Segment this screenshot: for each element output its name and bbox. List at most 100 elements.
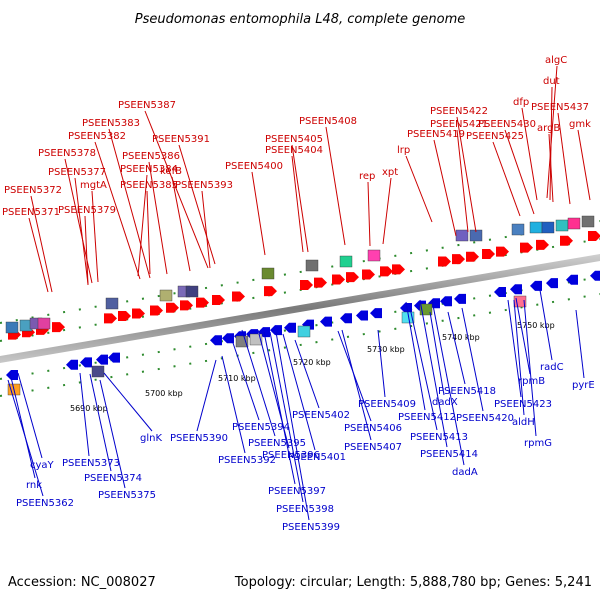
gene-label: PSEEN5430: [478, 119, 536, 130]
gene-arrow-forward: [212, 294, 225, 305]
leader-line: [7, 379, 44, 497]
leader-line: [99, 379, 126, 489]
gene-arrow-forward: [150, 305, 163, 316]
leader-line: [419, 299, 448, 448]
leader-line: [84, 215, 89, 286]
leader-line: [251, 171, 266, 256]
gene-arrow-reverse: [356, 310, 368, 321]
gene-arrow-forward: [452, 254, 465, 265]
leader-line: [382, 177, 392, 245]
gene-label: PSEEN5371: [2, 207, 60, 218]
gene-label: dut: [543, 76, 560, 87]
gene-arrow-forward: [346, 272, 359, 283]
gene-label: pyrE: [572, 380, 595, 391]
leader-line: [548, 133, 554, 203]
leader-line: [341, 329, 372, 441]
gene-label: PSEEN5401: [288, 452, 346, 463]
gene-label: PSEEN5378: [38, 148, 96, 159]
gene-arrow-forward: [536, 239, 549, 250]
leader-line: [275, 331, 310, 521]
gene-arrow-forward: [482, 249, 495, 260]
gene-label: PSEEN5421: [430, 119, 488, 130]
leader-line: [515, 297, 531, 375]
leader-line: [377, 329, 386, 398]
leader-line: [91, 190, 99, 283]
gene-arrow-reverse: [340, 313, 352, 324]
tick-label: 5710 kbp: [218, 374, 256, 383]
gene-arrow-reverse: [440, 296, 452, 307]
gene-label: PSEEN5373: [62, 458, 120, 469]
leader-line: [291, 144, 309, 253]
gene-arrow-reverse: [66, 359, 78, 370]
leader-line: [546, 65, 558, 199]
reverse-gene-labels: cyaY rnk PSEEN5362 PSEEN5373 PSEEN5374 PSEEN5…: [16, 362, 595, 533]
leader-line: [146, 190, 151, 275]
leader-line: [103, 372, 153, 432]
feature-block: [159, 289, 173, 302]
gene-arrow-reverse: [590, 270, 600, 281]
leader-line: [282, 333, 316, 451]
gene-label: PSEEN5372: [4, 185, 62, 196]
leader-line: [9, 372, 36, 479]
leader-line: [456, 116, 477, 233]
gene-label: dfp: [513, 97, 529, 108]
gene-label: cyaY: [30, 460, 55, 471]
feature-block: [5, 321, 19, 334]
gene-label: PSEEN5384: [120, 164, 178, 175]
leader-line: [492, 141, 521, 217]
gene-label: PSEEN5423: [494, 399, 552, 410]
gene-arrow-forward: [588, 231, 600, 242]
gene-label: gmk: [569, 119, 591, 130]
gene-arrow-forward: [466, 251, 479, 262]
gene-arrow-forward: [118, 310, 131, 321]
feature-block: [235, 335, 249, 348]
feature-block: [37, 317, 51, 330]
leader-line: [171, 176, 191, 272]
gene-arrow-forward: [520, 242, 533, 253]
leader-line: [196, 359, 217, 432]
accession-text: Accession: NC_008027: [8, 575, 156, 590]
gene-arrow-reverse: [454, 293, 466, 304]
feature-block: [419, 303, 433, 316]
tick-label: 5740 kbp: [442, 333, 480, 342]
gene-label: PSEEN5402: [292, 410, 350, 421]
leader-line: [447, 311, 466, 385]
feature-block: [305, 259, 319, 272]
gene-label: PSEEN5383: [82, 118, 140, 129]
feature-block: [511, 223, 525, 236]
gene-label: mgtA: [80, 180, 107, 191]
gene-label: PSEEN5420: [456, 413, 514, 424]
leader-line: [30, 195, 53, 293]
leader-line: [291, 155, 304, 253]
leader-line: [539, 289, 553, 361]
gene-arrow-reverse: [108, 352, 120, 363]
gene-arrow-reverse: [6, 369, 18, 380]
gene-arrow-forward: [392, 264, 405, 275]
feature-block: [567, 217, 581, 230]
gene-label: PSEEN5405: [265, 134, 323, 145]
leader-line: [504, 129, 535, 215]
gene-label: PSEEN5419: [407, 129, 465, 140]
forward-gene-labels: PSEEN5387 PSEEN5383 PSEEN5382 PSEEN5391 PSEE…: [2, 55, 591, 218]
gene-arrow-reverse: [400, 303, 412, 313]
leader-line: [433, 139, 457, 237]
gene-label: PSEEN5396: [262, 450, 320, 461]
gene-arrow-forward: [314, 277, 327, 288]
gene-label: PSEEN5406: [344, 423, 402, 434]
gene-arrow-reverse: [96, 354, 108, 365]
leader-line: [507, 299, 522, 398]
leader-line: [409, 307, 438, 431]
feature-block: [581, 215, 595, 228]
leader-line: [263, 331, 296, 485]
gene-arrow-forward: [264, 286, 277, 297]
feature-block: [105, 297, 119, 310]
gene-label: rep: [359, 171, 375, 182]
gene-label: PSEEN5385: [120, 180, 178, 191]
leader-line: [89, 373, 112, 472]
gene-label: PSEEN5437: [531, 102, 589, 113]
leader-line: [221, 355, 246, 454]
gene-label: PSEEN5375: [98, 490, 156, 501]
gene-label: algC: [545, 55, 567, 66]
leader-line: [241, 329, 276, 437]
gene-label: PSEEN5414: [420, 449, 478, 460]
